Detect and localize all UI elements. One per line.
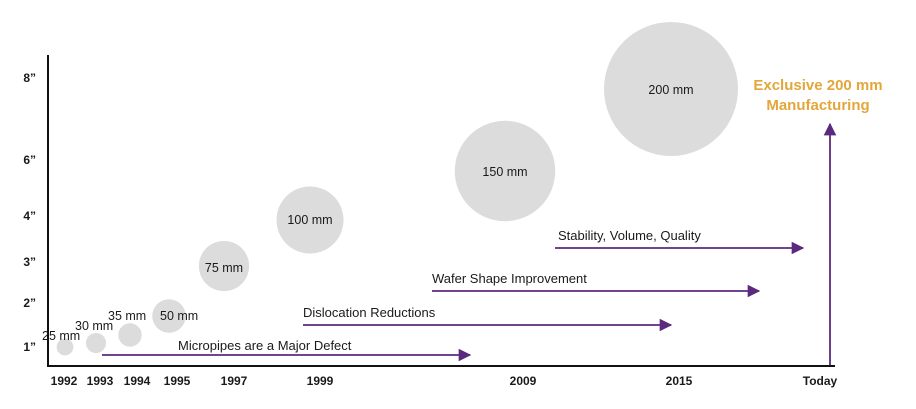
wafer-size-label: 50 mm xyxy=(160,309,198,323)
wafer-size-label: 25 mm xyxy=(42,329,80,343)
wafer-bubble xyxy=(454,120,556,222)
wafer-size-label: 200 mm xyxy=(648,83,693,97)
x-tick-label: 1997 xyxy=(221,374,248,388)
phase-label: Wafer Shape Improvement xyxy=(432,271,587,286)
wafer-bubbles xyxy=(56,22,738,356)
x-tick-label: 2015 xyxy=(666,374,693,388)
wafer-size-label: 100 mm xyxy=(287,213,332,227)
y-tick-label: 2” xyxy=(23,296,36,310)
x-tick-labels: 1992 1993 1994 1995 1997 1999 2009 2015 … xyxy=(51,374,838,388)
x-tick-label: 1994 xyxy=(124,374,151,388)
x-tick-label: 1993 xyxy=(87,374,114,388)
x-tick-label: 1999 xyxy=(307,374,334,388)
phase-label: Stability, Volume, Quality xyxy=(558,228,701,243)
y-tick-label: 6” xyxy=(23,153,36,167)
wafer-bubble xyxy=(118,323,142,347)
phase-label: Dislocation Reductions xyxy=(303,305,436,320)
wafer-size-label: 30 mm xyxy=(75,319,113,333)
phase-label: Micropipes are a Major Defect xyxy=(178,338,352,353)
wafer-size-labels: 25 mm 30 mm 35 mm 50 mm 75 mm 100 mm 150… xyxy=(42,83,694,343)
wafer-size-label: 75 mm xyxy=(205,261,243,275)
callout-line-1: Exclusive 200 mm xyxy=(753,77,882,94)
wafer-size-label: 150 mm xyxy=(482,165,527,179)
x-tick-label: 1995 xyxy=(164,374,191,388)
y-tick-label: 3” xyxy=(23,255,36,269)
callout-line-2: Manufacturing xyxy=(766,97,869,114)
y-tick-label: 1” xyxy=(23,340,36,354)
wafer-bubble xyxy=(56,338,74,356)
y-tick-labels: 1” 2” 3” 4” 6” 8” xyxy=(23,71,36,354)
wafer-bubble xyxy=(152,299,186,333)
y-tick-label: 8” xyxy=(23,71,36,85)
development-phases: Micropipes are a Major Defect Dislocatio… xyxy=(102,122,837,365)
wafer-bubble xyxy=(198,240,250,292)
wafer-size-label: 35 mm xyxy=(108,309,146,323)
wafer-bubble xyxy=(276,186,344,254)
wafer-bubble xyxy=(604,22,738,156)
y-tick-label: 4” xyxy=(23,209,36,223)
x-tick-label: 2009 xyxy=(510,374,537,388)
x-tick-label: Today xyxy=(803,374,838,388)
wafer-bubble xyxy=(85,332,107,354)
x-tick-label: 1992 xyxy=(51,374,78,388)
exclusive-callout: Exclusive 200 mm Manufacturing xyxy=(753,77,882,114)
